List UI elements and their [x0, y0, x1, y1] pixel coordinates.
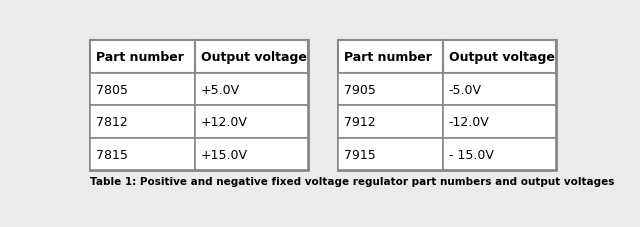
Bar [90, 138, 195, 170]
Bar [443, 106, 556, 138]
Bar [338, 138, 443, 170]
Text: Output voltage: Output voltage [449, 51, 554, 64]
Text: Table 1: Positive and negative fixed voltage regulator part numbers and output v: Table 1: Positive and negative fixed vol… [90, 176, 614, 186]
Bar [338, 41, 556, 170]
Text: +5.0V: +5.0V [200, 83, 240, 96]
Text: Output voltage: Output voltage [200, 51, 307, 64]
Text: Part number: Part number [96, 51, 184, 64]
Text: 7915: 7915 [344, 148, 376, 161]
Bar [90, 74, 195, 106]
Bar [195, 74, 308, 106]
Bar [195, 138, 308, 170]
Text: -12.0V: -12.0V [449, 116, 490, 128]
Text: 7815: 7815 [96, 148, 128, 161]
Bar [443, 138, 556, 170]
Bar [195, 41, 308, 74]
Text: 7912: 7912 [344, 116, 376, 128]
Text: +15.0V: +15.0V [200, 148, 248, 161]
Text: -5.0V: -5.0V [449, 83, 482, 96]
Bar [90, 41, 195, 74]
Text: 7905: 7905 [344, 83, 376, 96]
Bar [443, 74, 556, 106]
Bar [338, 106, 443, 138]
Text: Part number: Part number [344, 51, 432, 64]
Bar [338, 41, 443, 74]
Bar [90, 41, 308, 170]
Bar [195, 106, 308, 138]
Text: +12.0V: +12.0V [200, 116, 248, 128]
Text: 7805: 7805 [96, 83, 128, 96]
Text: - 15.0V: - 15.0V [449, 148, 493, 161]
Text: 7812: 7812 [96, 116, 127, 128]
Bar [443, 41, 556, 74]
Bar [338, 74, 443, 106]
Bar [90, 106, 195, 138]
